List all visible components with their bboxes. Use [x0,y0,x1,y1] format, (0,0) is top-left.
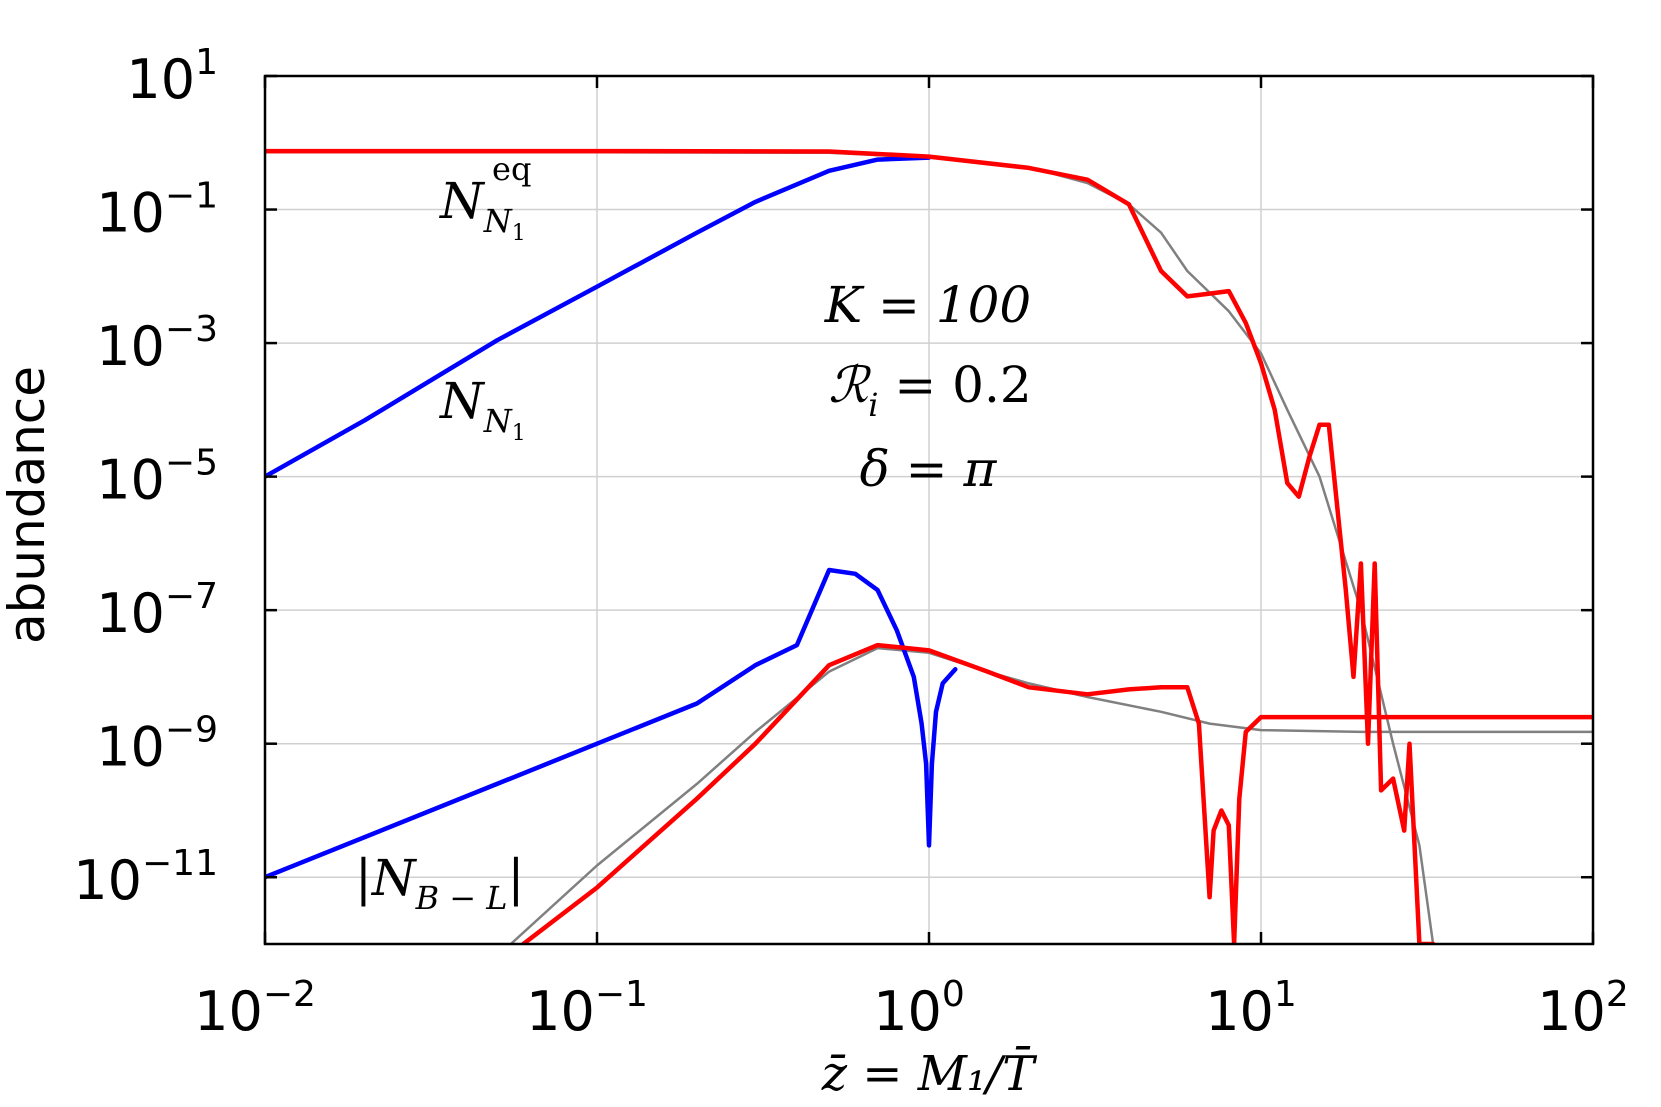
x-tick-label: 10−2 [194,974,316,1043]
series-group [265,148,1593,944]
annotation-r-sub: i [868,386,878,424]
label-n-subsub: 1 [512,421,526,446]
label-nbl-rest: | [508,849,525,907]
x-tick-label: 100 [873,974,965,1043]
x-axis-title: z̄ = M₁/T̄ [821,1044,1038,1102]
series-line-2 [265,151,1435,944]
y-tick-label: 10−1 [96,176,218,245]
label-n-eq-sup: eq [492,150,531,188]
x-tick-label: 10−1 [526,974,648,1043]
label-n-eq: NN1 [439,172,526,246]
y-tick-label: 10−9 [96,710,218,779]
y-tick-label: 10−5 [96,443,218,512]
ticks [263,74,1595,944]
series-line-5 [509,646,1593,944]
label-nbl-main: |N [355,849,418,907]
label-nbl: |NB − L| [355,849,524,917]
annotation-r-rest: = 0.2 [878,356,1031,414]
label-n-eq-subsub: 1 [512,221,526,246]
series-line-0 [265,155,932,479]
annotation-r-main: ℛ [828,356,871,414]
x-tick-label: 101 [1205,974,1297,1043]
label-n: NN1 [439,372,526,446]
label-n-sub: N [483,402,513,440]
grid-lines [265,76,1593,944]
annotation-r: ℛi = 0.2 [828,356,1031,424]
annotation-k: K = 100 [824,276,1031,334]
series-line-4 [521,642,1593,944]
y-tick-label: 101 [126,42,218,111]
series-line-3 [265,567,958,880]
y-axis-title: abundance [0,366,56,644]
x-tick-label: 102 [1537,974,1629,1043]
label-n-eq-main: N [439,172,486,230]
x-tick-labels: 10−2 10−1 100 101 102 [194,974,1629,1043]
label-nbl-sub: B − L [415,879,508,917]
y-tick-label: 10−3 [96,309,218,378]
label-n-eq-sub: N [483,202,513,240]
annotation-delta: δ = π [860,440,998,498]
y-tick-label: 10−11 [73,843,218,912]
y-tick-labels: 101 10−1 10−3 10−5 10−7 10−9 10−11 [73,42,218,912]
y-tick-label: 10−7 [96,576,218,645]
series-line-1 [265,148,1436,944]
label-n-main: N [439,372,486,430]
